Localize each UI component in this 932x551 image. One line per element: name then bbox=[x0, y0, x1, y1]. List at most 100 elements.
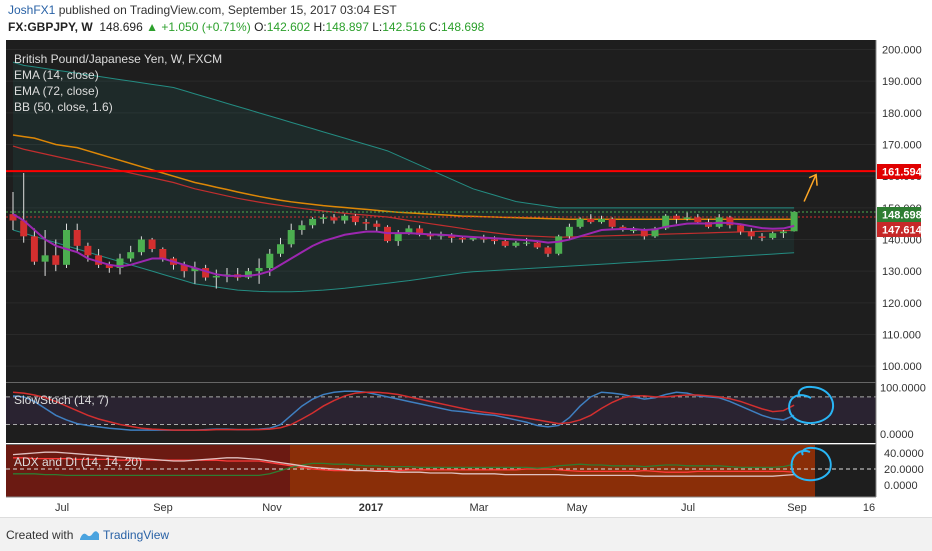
stoch-k-line bbox=[12, 390, 795, 431]
last-price: 148.696 bbox=[99, 20, 143, 34]
candle-body bbox=[180, 264, 188, 272]
candle-body bbox=[266, 253, 274, 268]
adx-circle-annotation bbox=[790, 446, 832, 482]
legend-ema72: EMA (72, close) bbox=[14, 84, 99, 98]
arrow-head-icon bbox=[808, 173, 818, 186]
high-value: 148.897 bbox=[325, 20, 369, 34]
chart-title: British Pound/Japanese Yen, W, FXCM bbox=[14, 52, 222, 66]
candle-body bbox=[630, 230, 638, 231]
candle-body bbox=[672, 215, 680, 219]
x-tick-label: Nov bbox=[262, 502, 282, 514]
low-value: 142.516 bbox=[382, 20, 426, 34]
candle-body bbox=[394, 233, 402, 242]
publish-text: published on TradingView.com, September … bbox=[58, 3, 397, 17]
stoch-pane[interactable] bbox=[6, 383, 876, 443]
high-label: H: bbox=[313, 20, 326, 34]
tradingview-link[interactable]: TradingView bbox=[103, 528, 170, 542]
candle-body bbox=[576, 218, 584, 227]
candle-body bbox=[469, 237, 477, 240]
price-axis[interactable] bbox=[876, 40, 932, 497]
candle-body bbox=[405, 228, 413, 234]
candle-body bbox=[362, 222, 370, 224]
candle-body bbox=[416, 228, 424, 235]
x-tick-label: 2017 bbox=[359, 502, 383, 514]
candle-body bbox=[52, 255, 60, 265]
symbol-bar: FX:GBPJPY, W 148.696 ▲ +1.050 (+0.71%) O… bbox=[8, 20, 484, 34]
candle-body bbox=[309, 218, 317, 226]
candle-body bbox=[20, 220, 28, 237]
candle-body bbox=[662, 215, 670, 229]
bb-fill bbox=[13, 62, 795, 292]
candle-body bbox=[608, 218, 616, 227]
candle-body bbox=[769, 233, 777, 238]
candle-body bbox=[73, 230, 81, 246]
candle-body bbox=[694, 217, 702, 223]
ema-price-badge bbox=[877, 222, 921, 237]
candle-body bbox=[587, 218, 595, 223]
di-plus-line bbox=[13, 462, 795, 477]
low-label: L: bbox=[372, 20, 383, 34]
legend-ema14: EMA (14, close) bbox=[14, 68, 99, 82]
candle-body bbox=[512, 242, 520, 246]
x-tick-label: Jul bbox=[681, 502, 695, 514]
candle-body bbox=[127, 252, 135, 259]
candle-body bbox=[341, 215, 349, 221]
candle-body bbox=[480, 237, 488, 240]
candle-body bbox=[351, 215, 359, 223]
candle-body bbox=[212, 275, 220, 278]
candle-body bbox=[84, 245, 92, 256]
resistance-price-label: 161.594 bbox=[882, 167, 923, 179]
legend-bb: BB (50, close, 1.6) bbox=[14, 100, 113, 114]
x-tick-label: Sep bbox=[153, 502, 173, 514]
x-tick-label: Mar bbox=[470, 502, 489, 514]
candle-body bbox=[651, 228, 659, 237]
candle-body bbox=[726, 217, 734, 226]
candle-body bbox=[116, 258, 124, 268]
candle-body bbox=[491, 239, 498, 242]
candle-body bbox=[598, 218, 605, 223]
candle-body bbox=[9, 214, 17, 221]
open-label: O: bbox=[254, 20, 267, 34]
y-tick-label: 170.000 bbox=[882, 140, 922, 152]
candle-body bbox=[330, 217, 338, 221]
candle-body bbox=[191, 268, 199, 272]
adx-tick-label: 0.0000 bbox=[884, 480, 918, 492]
candle-body bbox=[244, 271, 252, 278]
candle-body bbox=[373, 223, 381, 227]
bb-upper-line bbox=[12, 61, 795, 209]
price-change: +1.050 (+0.71%) bbox=[161, 20, 251, 34]
candle-body bbox=[63, 230, 70, 265]
time-axis[interactable] bbox=[6, 497, 876, 517]
candle-body bbox=[555, 236, 563, 254]
main-pane[interactable] bbox=[6, 40, 876, 382]
candle-body bbox=[779, 231, 787, 234]
candle-body bbox=[790, 211, 798, 232]
candle-body bbox=[41, 255, 49, 262]
y-tick-label: 120.000 bbox=[882, 298, 922, 310]
candle-body bbox=[298, 225, 306, 230]
y-tick-label: 200.000 bbox=[882, 45, 922, 57]
adx-shade-red bbox=[6, 445, 290, 497]
candle-body bbox=[747, 231, 755, 237]
adx-tick-label: 40.0000 bbox=[884, 448, 924, 460]
close-label: C: bbox=[428, 20, 441, 34]
resistance-price-badge bbox=[877, 164, 921, 179]
candle-body bbox=[640, 230, 648, 237]
author-link[interactable]: JoshFX1 bbox=[8, 3, 56, 17]
bb-lower-line bbox=[12, 229, 795, 293]
last-price-label: 148.698 bbox=[882, 210, 922, 222]
di-minus-line bbox=[13, 457, 795, 473]
candle-body bbox=[95, 255, 103, 265]
y-tick-label: 110.000 bbox=[882, 330, 921, 342]
candle-body bbox=[426, 234, 434, 237]
symbol-name: FX:GBPJPY, W bbox=[8, 20, 93, 34]
candle-body bbox=[758, 236, 766, 238]
close-value: 148.698 bbox=[440, 20, 485, 34]
ema-price-label: 147.614 bbox=[882, 225, 923, 237]
candle-body bbox=[255, 268, 263, 272]
adx-line bbox=[12, 451, 795, 477]
candle-body bbox=[287, 230, 295, 245]
up-arrow-icon: ▲ bbox=[146, 20, 158, 34]
price-chart[interactable]: 200.000190.000180.000170.000160.000150.0… bbox=[0, 40, 932, 517]
stoch-tick-label: 0.0000 bbox=[880, 429, 914, 441]
